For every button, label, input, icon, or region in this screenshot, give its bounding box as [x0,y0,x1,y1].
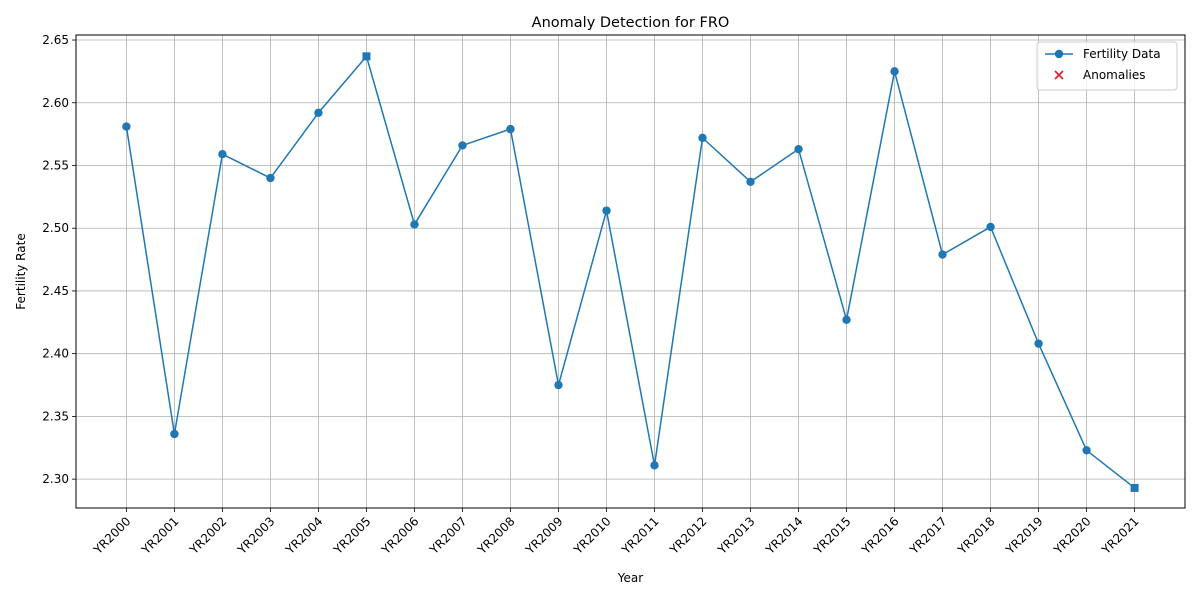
data-point [314,108,323,117]
x-axis-title: Year [617,571,643,585]
x-tick-label: YR2009 [522,514,565,557]
data-point [650,461,659,470]
data-point [602,206,611,215]
grid [76,35,1185,508]
x-tick-label: YR2014 [762,514,805,557]
y-tick-label: 2.40 [42,347,69,361]
x-axis: YR2000 YR2001 YR2002 YR2003 YR2004 YR2005 YR20… [90,508,1142,558]
highlighted-point [1130,483,1139,492]
data-point [794,144,803,154]
x-tick-label: YR2000 [90,514,133,557]
legend-marker-anomalies [1054,70,1064,80]
y-axis: 2.30 2.35 2.40 2.45 2.50 2.55 2.60 2.65 [42,33,76,486]
data-point [1082,446,1091,455]
x-tick-label: YR2006 [378,514,421,557]
data-point [986,222,995,232]
x-tick-label: YR2003 [234,514,277,557]
series-line-fertility-data [125,55,1136,489]
y-axis-title: Fertility Rate [14,233,28,309]
data-point [1034,339,1043,348]
legend-label-anomalies: Anomalies [1083,68,1146,82]
y-tick-label: 2.50 [42,221,69,235]
x-tick-label: YR2016 [858,514,901,557]
legend-label-fertility-data: Fertility Data [1083,47,1161,61]
x-tick-label: YR2007 [426,514,469,557]
legend: Fertility Data Anomalies [1036,41,1178,91]
data-point [170,429,179,439]
series-layer [122,52,1139,492]
x-tick-label: YR2005 [330,514,373,557]
y-tick-label: 2.55 [42,158,69,172]
data-point [218,149,227,159]
y-tick-label: 2.30 [42,472,69,486]
x-tick-label: YR2012 [666,514,709,557]
chart-title: Anomaly Detection for FRO [532,15,730,31]
x-tick-label: YR2002 [186,514,229,557]
data-point [746,177,755,186]
legend-marker-fertility-data [1054,49,1064,59]
x-tick-label: YR2021 [1098,514,1141,557]
data-point [122,122,131,131]
data-point [554,380,563,390]
data-point [410,220,419,229]
y-tick-label: 2.60 [42,96,69,110]
x-tick-label: YR2001 [138,514,181,557]
data-point [266,173,275,183]
x-tick-label: YR2011 [618,514,661,557]
y-tick-label: 2.45 [42,284,69,298]
x-tick-label: YR2010 [570,514,613,557]
y-tick-label: 2.35 [42,409,69,423]
data-point [938,250,947,259]
data-point [890,67,899,76]
x-tick-label: YR2017 [906,514,949,557]
x-tick-label: YR2019 [1002,514,1045,557]
x-tick-label: YR2015 [810,514,853,557]
y-tick-label: 2.65 [42,33,69,47]
data-point [842,315,851,325]
x-tick-label: YR2013 [714,514,757,557]
x-tick-label: YR2008 [474,514,517,557]
highlighted-point [362,52,371,61]
data-point [698,133,707,143]
x-tick-label: YR2018 [954,514,997,557]
data-point [458,141,467,150]
plot-frame [75,34,1186,509]
x-tick-label: YR2004 [282,514,325,557]
data-point [506,124,515,134]
x-tick-label: YR2020 [1050,514,1093,557]
